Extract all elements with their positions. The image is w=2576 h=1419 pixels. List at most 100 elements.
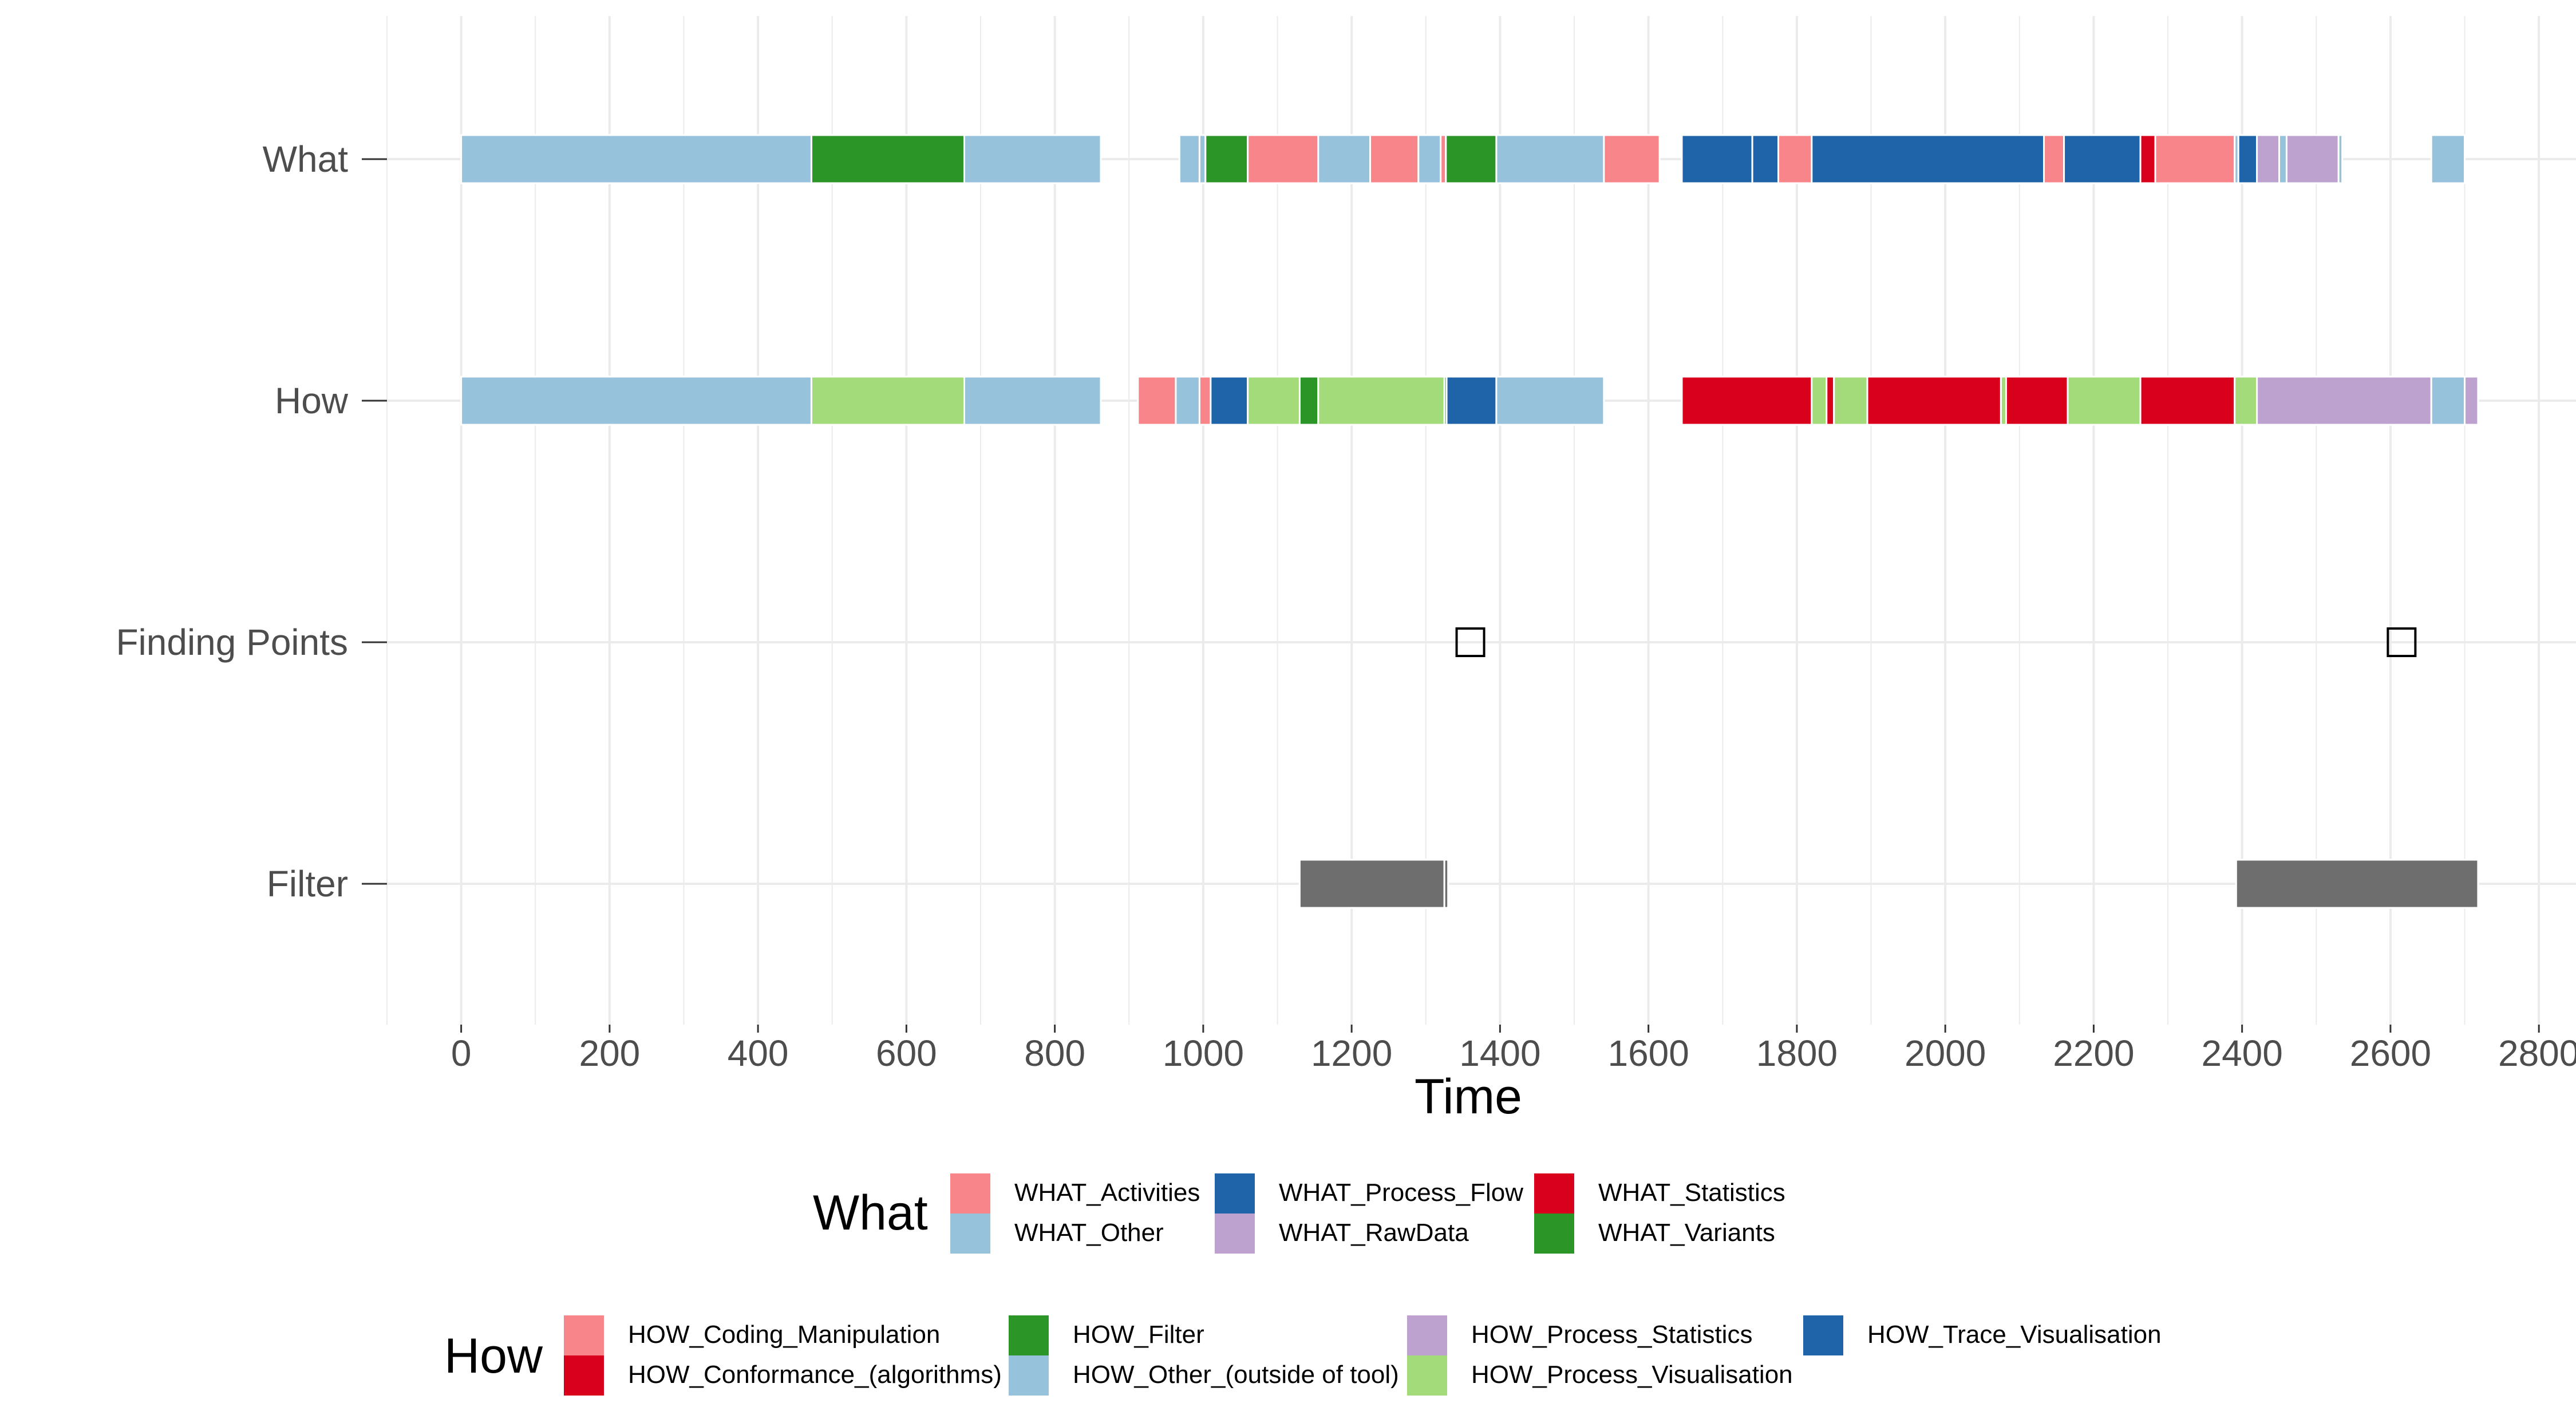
what-bar bbox=[1247, 134, 1319, 184]
x-tick-label: 2400 bbox=[2201, 1033, 2282, 1074]
x-tick-label: 1400 bbox=[1459, 1033, 1540, 1074]
what-bar bbox=[2430, 134, 2466, 184]
what-bar bbox=[963, 134, 1102, 184]
legend-key bbox=[1215, 1214, 1255, 1254]
legend-key bbox=[1215, 1173, 1255, 1214]
how-bar bbox=[2464, 375, 2479, 426]
legend-key bbox=[1407, 1315, 1447, 1355]
filter-bar bbox=[2235, 859, 2479, 909]
legend-key bbox=[950, 1214, 990, 1254]
how-bar bbox=[2256, 375, 2432, 426]
how-bar bbox=[1137, 375, 1177, 426]
legend-title-what: What bbox=[813, 1185, 928, 1240]
what-bar bbox=[1445, 134, 1498, 184]
x-tick-label: 600 bbox=[876, 1033, 937, 1074]
what-bar bbox=[1317, 134, 1372, 184]
how-bar bbox=[1298, 375, 1319, 426]
legend-label: HOW_Process_Statistics bbox=[1471, 1321, 1752, 1349]
legend-key bbox=[1009, 1355, 1049, 1396]
x-tick-label: 800 bbox=[1024, 1033, 1085, 1074]
y-tick-label-finding-points: Finding Points bbox=[116, 622, 348, 663]
x-tick-label: 2200 bbox=[2053, 1033, 2134, 1074]
legend-key bbox=[1407, 1355, 1447, 1396]
legend-key bbox=[564, 1355, 604, 1396]
legend-key bbox=[564, 1315, 604, 1355]
how-bar bbox=[2234, 375, 2258, 426]
x-tick-label: 400 bbox=[728, 1033, 789, 1074]
axes: What How Finding Points Filter 0 200 400 600 800… bbox=[116, 139, 2576, 1074]
what-bar bbox=[2278, 134, 2287, 184]
x-axis-title: Time bbox=[1415, 1069, 1522, 1124]
how-bar bbox=[1495, 375, 1605, 426]
what-bar bbox=[1178, 134, 1200, 184]
legend-key bbox=[1534, 1214, 1574, 1254]
legend-label: WHAT_Activities bbox=[1014, 1179, 1200, 1207]
what-bar bbox=[2043, 134, 2065, 184]
legend-label: WHAT_Variants bbox=[1598, 1219, 1775, 1247]
what-bar bbox=[2256, 134, 2280, 184]
legend-label: HOW_Coding_Manipulation bbox=[628, 1321, 940, 1349]
legend-label: HOW_Filter bbox=[1073, 1321, 1204, 1349]
legend-label: WHAT_Other bbox=[1014, 1219, 1164, 1247]
how-bar bbox=[1175, 375, 1200, 426]
what-bar bbox=[460, 134, 812, 184]
legend-key bbox=[1009, 1315, 1049, 1355]
legend-label: HOW_Conformance_(algorithms) bbox=[628, 1361, 1002, 1389]
filter-bar bbox=[1298, 859, 1445, 909]
what-bar bbox=[1198, 134, 1207, 184]
legend-label: HOW_Process_Visualisation bbox=[1471, 1361, 1793, 1389]
x-tick-label: 0 bbox=[451, 1033, 472, 1074]
what-bar bbox=[1417, 134, 1442, 184]
how-bar bbox=[1681, 375, 1813, 426]
how-bar bbox=[1866, 375, 2002, 426]
how-bar bbox=[460, 375, 812, 426]
what-bar bbox=[1369, 134, 1420, 184]
y-tick-label-what: What bbox=[263, 139, 349, 180]
finding-point-marker bbox=[2387, 627, 2417, 657]
what-bar bbox=[1751, 134, 1780, 184]
how-bar bbox=[963, 375, 1102, 426]
x-tick-label: 1000 bbox=[1163, 1033, 1244, 1074]
legend-key bbox=[1803, 1315, 1843, 1355]
what-bar bbox=[810, 134, 965, 184]
how-bar bbox=[1210, 375, 1249, 426]
y-tick-label-filter: Filter bbox=[267, 863, 348, 904]
legend-label: HOW_Other_(outside of tool) bbox=[1073, 1361, 1399, 1389]
what-bar bbox=[2139, 134, 2156, 184]
how-bar bbox=[810, 375, 965, 426]
timeline-bars bbox=[460, 134, 2479, 909]
legend-label: WHAT_Process_Flow bbox=[1279, 1179, 1523, 1207]
x-tick-label: 1600 bbox=[1607, 1033, 1689, 1074]
x-tick-label: 2800 bbox=[2498, 1033, 2576, 1074]
x-tick-label: 200 bbox=[579, 1033, 640, 1074]
what-bar bbox=[2285, 134, 2340, 184]
how-bar bbox=[2139, 375, 2236, 426]
legend-label: WHAT_Statistics bbox=[1598, 1179, 1785, 1207]
what-bar bbox=[1204, 134, 1249, 184]
legend-title-how: How bbox=[444, 1329, 543, 1384]
what-bar bbox=[1495, 134, 1605, 184]
what-bar bbox=[2237, 134, 2258, 184]
y-tick-label-how: How bbox=[275, 380, 349, 421]
how-bar bbox=[2005, 375, 2069, 426]
finding-point-markers bbox=[1455, 627, 2417, 657]
x-tick-label: 1200 bbox=[1311, 1033, 1392, 1074]
how-bar bbox=[1826, 375, 1835, 426]
legend-label: HOW_Trace_Visualisation bbox=[1867, 1321, 2162, 1349]
how-bar bbox=[2430, 375, 2466, 426]
x-tick-label: 2000 bbox=[1905, 1033, 1986, 1074]
finding-point-marker bbox=[1455, 627, 1485, 657]
what-bar bbox=[2063, 134, 2142, 184]
what-bar bbox=[2337, 134, 2344, 184]
what-bar bbox=[1777, 134, 1813, 184]
filter-bar bbox=[1443, 859, 1449, 909]
how-bar bbox=[1317, 375, 1445, 426]
x-tick-label: 1800 bbox=[1756, 1033, 1838, 1074]
legend-label: WHAT_RawData bbox=[1279, 1219, 1469, 1247]
legends: What WHAT_Activities WHAT_Other WHAT_Proces… bbox=[444, 1173, 2162, 1396]
how-bar bbox=[2067, 375, 2142, 426]
how-bar bbox=[1811, 375, 1828, 426]
what-bar bbox=[1603, 134, 1661, 184]
what-bar bbox=[1681, 134, 1753, 184]
